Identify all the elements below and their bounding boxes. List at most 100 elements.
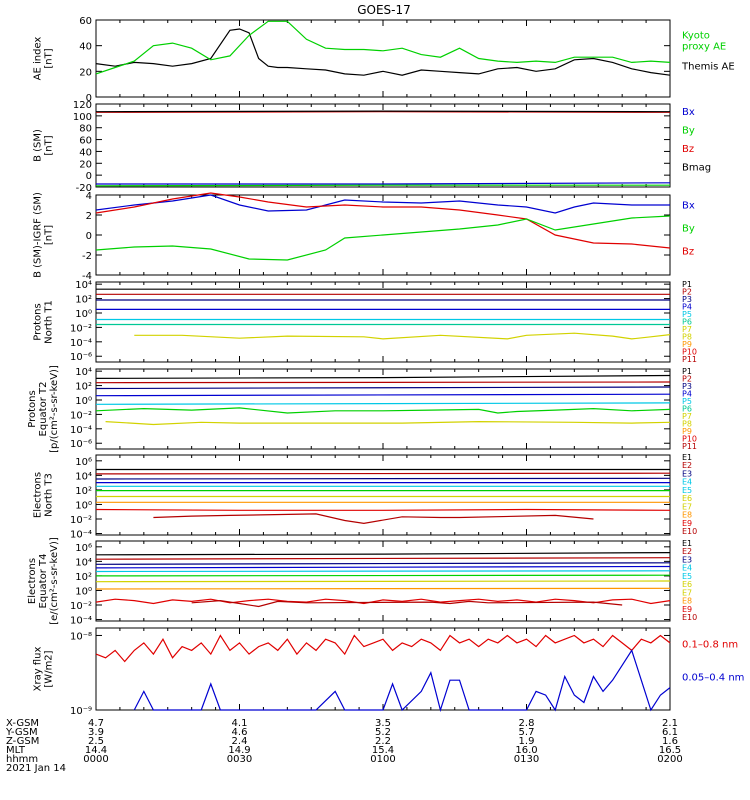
en-series-e3 bbox=[95, 477, 671, 480]
pe-series-p2 bbox=[95, 381, 671, 384]
xray-ylabel: [W/m2] bbox=[44, 650, 55, 687]
pe-legend-entry: P9 bbox=[682, 427, 692, 436]
pn-legend-entry: P10 bbox=[682, 347, 697, 356]
xaxis-row-value: 0200 bbox=[657, 754, 682, 765]
panel-pe: 10⁻⁶ 10⁻⁴ 10⁻² 10⁰ 10² 10⁴ Protons Equator T2 [p… bbox=[27, 365, 697, 453]
panel-pn: 10⁻⁶ 10⁻⁴ 10⁻² 10⁰ 10² 10⁴ Protons North T1 P1P2… bbox=[33, 280, 698, 364]
ee-series-e5 bbox=[95, 570, 671, 573]
en-ylabel: Electrons bbox=[33, 472, 44, 518]
xaxis-row-value: 2.2 bbox=[375, 736, 391, 747]
xaxis-row-label: hhmm bbox=[6, 754, 38, 765]
ee-series-e6 bbox=[95, 574, 671, 577]
bsm-legend-entry: By bbox=[682, 126, 695, 137]
ee-legend-entry: E8 bbox=[682, 597, 692, 606]
xaxis-row-value: 2.5 bbox=[88, 736, 104, 747]
pn-legend-entry: P4 bbox=[682, 302, 692, 311]
pn-legend-entry: P8 bbox=[682, 332, 692, 341]
xray-ytick-label: 10⁻⁸ bbox=[70, 631, 92, 642]
xaxis-row-label: Y-GSM bbox=[5, 727, 38, 738]
xaxis-row-value: 2.4 bbox=[232, 736, 248, 747]
ee-series-e9 bbox=[95, 598, 671, 605]
bigrf-ytick-label: 0 bbox=[86, 231, 92, 242]
x-axis-block: X-GSM 4.7 4.1 3.5 2.8 2.1 Y-GSM 3.9 4.6 5.2 5.7 6.1… bbox=[5, 718, 683, 774]
xray-legend: 0.1–0.8 nm 0.05–0.4 nm bbox=[682, 640, 744, 684]
bsm-series-bx bbox=[96, 182, 671, 185]
pe-legend-entry: P4 bbox=[682, 389, 692, 398]
xaxis-row-value: 14.9 bbox=[228, 745, 250, 756]
ae-legend-entry: proxy AE bbox=[682, 41, 726, 52]
ee-legend-entry: E4 bbox=[682, 564, 692, 573]
pe-legend-entry: P7 bbox=[682, 412, 692, 421]
pe-ylabel: [p/(cm²-s-sr-keV)] bbox=[49, 365, 60, 453]
pe-legend-entry: P8 bbox=[682, 419, 692, 428]
pn-ytick-label: 10² bbox=[75, 295, 92, 306]
en-ytick-label: 10⁶ bbox=[75, 457, 92, 468]
bigrf-ytick-label: -4 bbox=[82, 271, 92, 282]
en-legend-entry: E5 bbox=[682, 486, 692, 495]
bigrf-series-bx bbox=[95, 194, 670, 214]
date-label: 2021 Jan 14 bbox=[6, 763, 66, 774]
xaxis-row-value: 0030 bbox=[227, 754, 252, 765]
ee-series-e10 bbox=[191, 599, 623, 608]
pn-legend-entry: P3 bbox=[682, 295, 692, 304]
pe-series-p1 bbox=[95, 374, 671, 379]
panel-bigrf: -4 -2 0 2 4 B (SM)-IGRF (SM) [nT] Bx By Bz bbox=[33, 191, 695, 282]
en-legend-entry: E10 bbox=[682, 527, 697, 536]
ee-legend-entry: E6 bbox=[682, 580, 692, 589]
pn-legend-entry: P5 bbox=[682, 310, 692, 319]
en-series-e2 bbox=[95, 472, 671, 475]
ee-ytick-label: 10⁴ bbox=[75, 557, 92, 568]
ee-ytick-label: 10⁻⁴ bbox=[70, 616, 92, 627]
en-series-e10 bbox=[153, 513, 594, 525]
pe-ytick-label: 10² bbox=[75, 382, 92, 393]
ae-legend-entry: Themis AE bbox=[681, 61, 735, 72]
bigrf-series-bz bbox=[95, 192, 671, 249]
ee-legend-entry: E7 bbox=[682, 588, 692, 597]
xaxis-row-value: 1.6 bbox=[662, 736, 678, 747]
pe-ytick-label: 10⁰ bbox=[75, 396, 92, 407]
ee-series-e4 bbox=[95, 565, 671, 569]
pe-series-p4 bbox=[95, 393, 671, 397]
bigrf-ylabel: B (SM)-IGRF (SM) bbox=[33, 192, 44, 278]
ae-series-themis-ae bbox=[95, 28, 671, 76]
xaxis-row-value: 2.1 bbox=[662, 718, 678, 729]
xaxis-row-value: 0100 bbox=[370, 754, 395, 765]
ee-legend-entry: E2 bbox=[682, 547, 692, 556]
ee-legend-entry: E3 bbox=[682, 555, 692, 564]
pn-ytick-label: 10⁻² bbox=[70, 323, 92, 334]
en-legend-entry: E9 bbox=[682, 519, 692, 528]
en-ytick-label: 10² bbox=[75, 486, 92, 497]
xaxis-row-value: 3.9 bbox=[88, 727, 104, 738]
ee-ylabel: Equator T4 bbox=[38, 554, 49, 609]
pe-ytick-label: 10⁻⁴ bbox=[70, 425, 92, 436]
bsm-series-bmag bbox=[95, 110, 671, 113]
xray-series-0-05-0-4-nm bbox=[133, 649, 671, 713]
pe-legend-entry: P3 bbox=[682, 382, 692, 391]
ee-ytick-label: 10⁶ bbox=[75, 543, 92, 554]
bigrf-legend-entry: Bx bbox=[682, 201, 695, 212]
ee-series-e3 bbox=[95, 562, 671, 565]
en-ylabel: North T3 bbox=[44, 473, 55, 517]
pn-ylabel: North T1 bbox=[44, 300, 55, 344]
ae-ytick-label: 60 bbox=[79, 16, 92, 27]
ee-ylabel: Electrons bbox=[27, 558, 38, 604]
en-ytick-label: 10⁻⁴ bbox=[70, 530, 92, 541]
ee-series-e1 bbox=[95, 551, 671, 556]
xaxis-row-value: 16.5 bbox=[659, 745, 681, 756]
bsm-ytick-label: 80 bbox=[79, 124, 92, 135]
bigrf-ylabel: [nT] bbox=[44, 225, 55, 245]
xaxis-row-value: 0130 bbox=[514, 754, 539, 765]
xray-ylabel: Xray flux bbox=[33, 647, 44, 692]
ee-ytick-label: 10⁻² bbox=[70, 601, 92, 612]
pn-legend-entry: P2 bbox=[682, 287, 692, 296]
xaxis-row-label: MLT bbox=[6, 745, 26, 756]
ee-legend-entry: E9 bbox=[682, 605, 692, 614]
xaxis-row-value: 5.2 bbox=[375, 727, 391, 738]
pe-legend-entry: P5 bbox=[682, 397, 692, 406]
pn-legend-entry: P1 bbox=[682, 280, 692, 289]
pn-series-p7 bbox=[134, 332, 671, 340]
